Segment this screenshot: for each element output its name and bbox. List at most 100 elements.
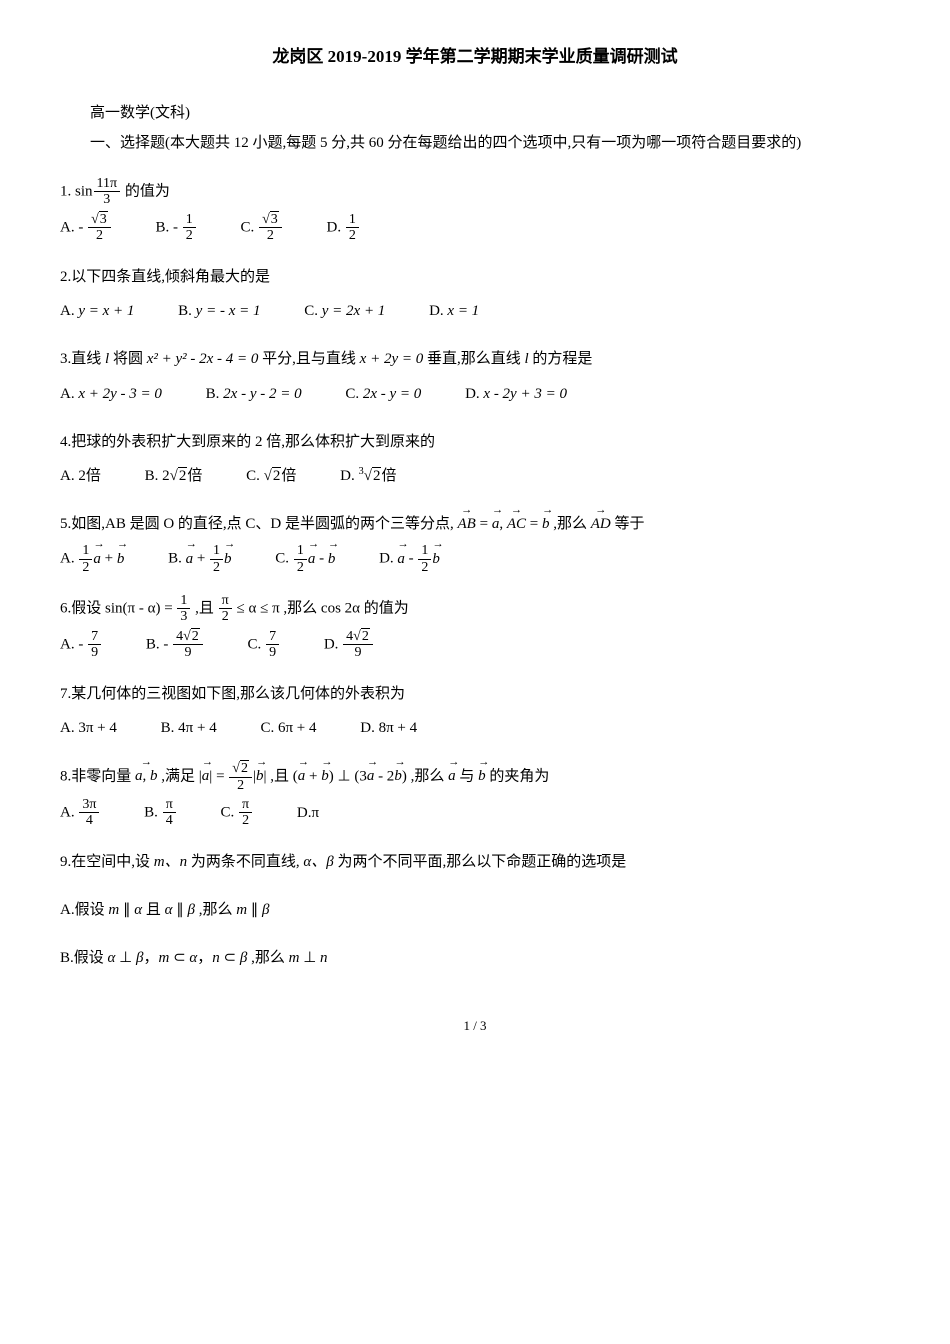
q8-three: 3 <box>359 768 367 784</box>
q1-sin: sin <box>75 183 93 199</box>
q9-a-prefix: A.假设 <box>60 902 108 918</box>
q6-sin: sin(π - α) = <box>105 600 176 616</box>
q6-ineq: ≤ α ≤ π <box>233 600 280 616</box>
q6-c-num: 7 <box>266 629 279 645</box>
q9-mid1: 为两条不同直线, <box>187 854 303 870</box>
q9-a-a: α <box>134 902 142 918</box>
q3-opt-a: A. x + 2y - 3 = 0 <box>60 379 162 409</box>
q7-d-expr: 8π + 4 <box>379 720 418 736</box>
q8-b3: b <box>394 761 402 791</box>
q5-vec2: AC <box>507 509 526 539</box>
q8-opt-a: A. 3π4 <box>60 797 100 829</box>
q1-c-frac: √32 <box>259 212 282 244</box>
q5-b-label: B. <box>168 551 186 567</box>
q7-options: A. 3π + 4 B. 4π + 4 C. 6π + 4 D. 8π + 4 <box>60 713 890 744</box>
q6-d-coef: 4 <box>346 629 353 644</box>
q3-prefix: 3.直线 <box>60 351 105 367</box>
q8-c-label: C. <box>221 804 239 820</box>
q6-f2-den: 2 <box>219 609 232 624</box>
q7-opt-d: D. 8π + 4 <box>360 713 417 743</box>
q8-prefix: 8.非零向量 <box>60 768 135 784</box>
q1-b-den: 2 <box>183 228 196 243</box>
q8-num: √2 <box>229 761 252 777</box>
q2-a-label: A. <box>60 303 78 319</box>
q5-b-num: 1 <box>210 543 223 559</box>
q5-a-label: A. <box>60 551 78 567</box>
q8-minus: - 2 <box>374 768 394 784</box>
q4-opt-a: A. 2倍 <box>60 461 101 491</box>
question-1: 1. sin11π3 的值为 <box>60 176 890 208</box>
q5-prefix: 5.如图,AB 是圆 O 的直径,点 C、D 是半圆弧的两个三等分点, <box>60 516 458 532</box>
q8-a-den: 4 <box>79 813 99 828</box>
q4-d-suffix: 倍 <box>381 468 396 484</box>
q2-c-expr: y = 2x + 1 <box>322 303 386 319</box>
q5-eq1: = <box>476 516 492 532</box>
q8-a4: a <box>448 761 456 791</box>
q5-c-minus: - <box>315 551 328 567</box>
q6-b-den: 9 <box>173 645 203 660</box>
q7-b-expr: 4π + 4 <box>178 720 217 736</box>
q5-a-den: 2 <box>79 560 92 575</box>
q5-suffix: 等于 <box>611 516 645 532</box>
section-instruction: 一、选择题(本大题共 12 小题,每题 5 分,共 60 分在每题给出的四个选项… <box>60 128 890 158</box>
q5-a-num: 1 <box>79 543 92 559</box>
q4-a-label: A. <box>60 468 78 484</box>
q9-a-b: β <box>187 902 194 918</box>
q2-c-label: C. <box>304 303 322 319</box>
q1-d-den: 2 <box>346 228 359 243</box>
q6-frac2: π2 <box>219 593 232 625</box>
q1-d-num: 1 <box>346 212 359 228</box>
q1-c-den: 2 <box>259 228 282 243</box>
q8-c-frac: π2 <box>239 797 252 829</box>
q1-b-neg: - <box>173 219 182 235</box>
q8-den: 2 <box>229 778 252 793</box>
q8-frac: √22 <box>229 761 252 793</box>
q8-b4: b <box>478 761 486 791</box>
q8-and: 与 <box>456 768 479 784</box>
question-6: 6.假设 sin(π - α) = 13 ,且 π2 ≤ α ≤ π ,那么 c… <box>60 593 890 625</box>
q8-ab: a, b <box>135 761 158 791</box>
q5-opt-a: A. 12a + b <box>60 543 124 575</box>
q6-opt-c: C. 79 <box>248 629 281 661</box>
q7-a-label: A. <box>60 720 78 736</box>
q6-opt-b: B. - 4√29 <box>146 629 204 661</box>
q9-a-par2: ∥ <box>172 902 187 918</box>
q8-sqrt: 2 <box>240 760 249 776</box>
q6-b-sqrt: 2 <box>191 628 200 644</box>
q7-opt-a: A. 3π + 4 <box>60 713 117 743</box>
q8-a-num: 3π <box>79 797 99 813</box>
question-7: 7.某几何体的三视图如下图,那么该几何体的外表积为 <box>60 679 890 709</box>
q1-opt-c: C. √32 <box>241 212 283 244</box>
q4-opt-c: C. √2倍 <box>246 461 296 491</box>
q1-b-label: B. <box>156 219 174 235</box>
q9-b-m2: m <box>289 950 300 966</box>
q7-a-expr: 3π + 4 <box>78 720 117 736</box>
q3-a-expr: x + 2y - 3 = 0 <box>78 386 162 402</box>
q4-b-suffix: 倍 <box>187 468 202 484</box>
q8-b-frac: π4 <box>163 797 176 829</box>
q9-a-b2: β <box>262 902 269 918</box>
q1-d-label: D. <box>327 219 345 235</box>
q8-opt-b: B. π4 <box>144 797 177 829</box>
q8-b-num: π <box>163 797 176 813</box>
q3-mid2: 平分,且与直线 <box>258 351 359 367</box>
q4-a-num: 2 <box>78 468 86 484</box>
q4-b-coef: 2 <box>162 468 170 484</box>
q2-d-expr: x = 1 <box>447 303 479 319</box>
q9-opt-a: A.假设 m ∥ α 且 α ∥ β ,那么 m ∥ β <box>60 895 890 925</box>
q6-prefix: 6.假设 <box>60 600 105 616</box>
q5-d-frac: 12 <box>418 543 431 575</box>
question-4: 4.把球的外表积扩大到原来的 2 倍,那么体积扩大到原来的 <box>60 427 890 457</box>
q1-a-sqrt: 3 <box>99 211 108 227</box>
q6-f1-den: 3 <box>177 609 190 624</box>
q6-cos: cos 2α <box>321 600 360 616</box>
q1-frac: 11π3 <box>94 176 121 208</box>
q9-a-par3: ∥ <box>247 902 262 918</box>
q8-eq: = <box>212 768 228 784</box>
q2-options: A. y = x + 1 B. y = - x = 1 C. y = 2x + … <box>60 296 890 327</box>
q5-a1: a <box>492 509 500 539</box>
q9-b-perp: ⊥ <box>115 950 136 966</box>
q8-b-den: 4 <box>163 813 176 828</box>
q7-c-expr: 6π + 4 <box>278 720 317 736</box>
q5-vec1: AB <box>458 509 476 539</box>
